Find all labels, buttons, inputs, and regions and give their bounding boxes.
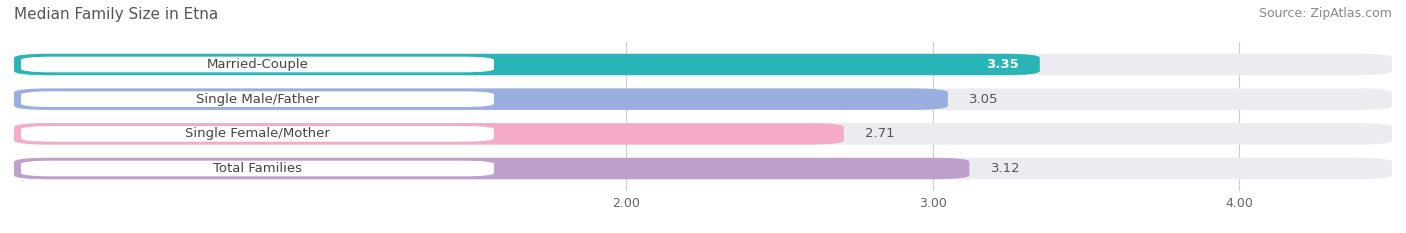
Text: Married-Couple: Married-Couple: [207, 58, 308, 71]
Text: 3.12: 3.12: [991, 162, 1021, 175]
Text: 2.71: 2.71: [865, 127, 894, 140]
FancyBboxPatch shape: [14, 123, 1392, 145]
FancyBboxPatch shape: [20, 125, 495, 143]
Text: Total Families: Total Families: [212, 162, 302, 175]
FancyBboxPatch shape: [14, 54, 1392, 75]
Text: 3.35: 3.35: [986, 58, 1018, 71]
FancyBboxPatch shape: [20, 90, 495, 108]
FancyBboxPatch shape: [14, 123, 844, 145]
FancyBboxPatch shape: [14, 88, 948, 110]
FancyBboxPatch shape: [20, 160, 495, 177]
Text: Single Female/Mother: Single Female/Mother: [186, 127, 330, 140]
FancyBboxPatch shape: [14, 158, 1392, 179]
FancyBboxPatch shape: [14, 88, 1392, 110]
Text: Median Family Size in Etna: Median Family Size in Etna: [14, 7, 218, 22]
Text: 3.05: 3.05: [969, 93, 998, 106]
FancyBboxPatch shape: [20, 56, 495, 73]
FancyBboxPatch shape: [14, 54, 1040, 75]
Text: Source: ZipAtlas.com: Source: ZipAtlas.com: [1258, 7, 1392, 20]
Text: Single Male/Father: Single Male/Father: [195, 93, 319, 106]
FancyBboxPatch shape: [14, 158, 969, 179]
